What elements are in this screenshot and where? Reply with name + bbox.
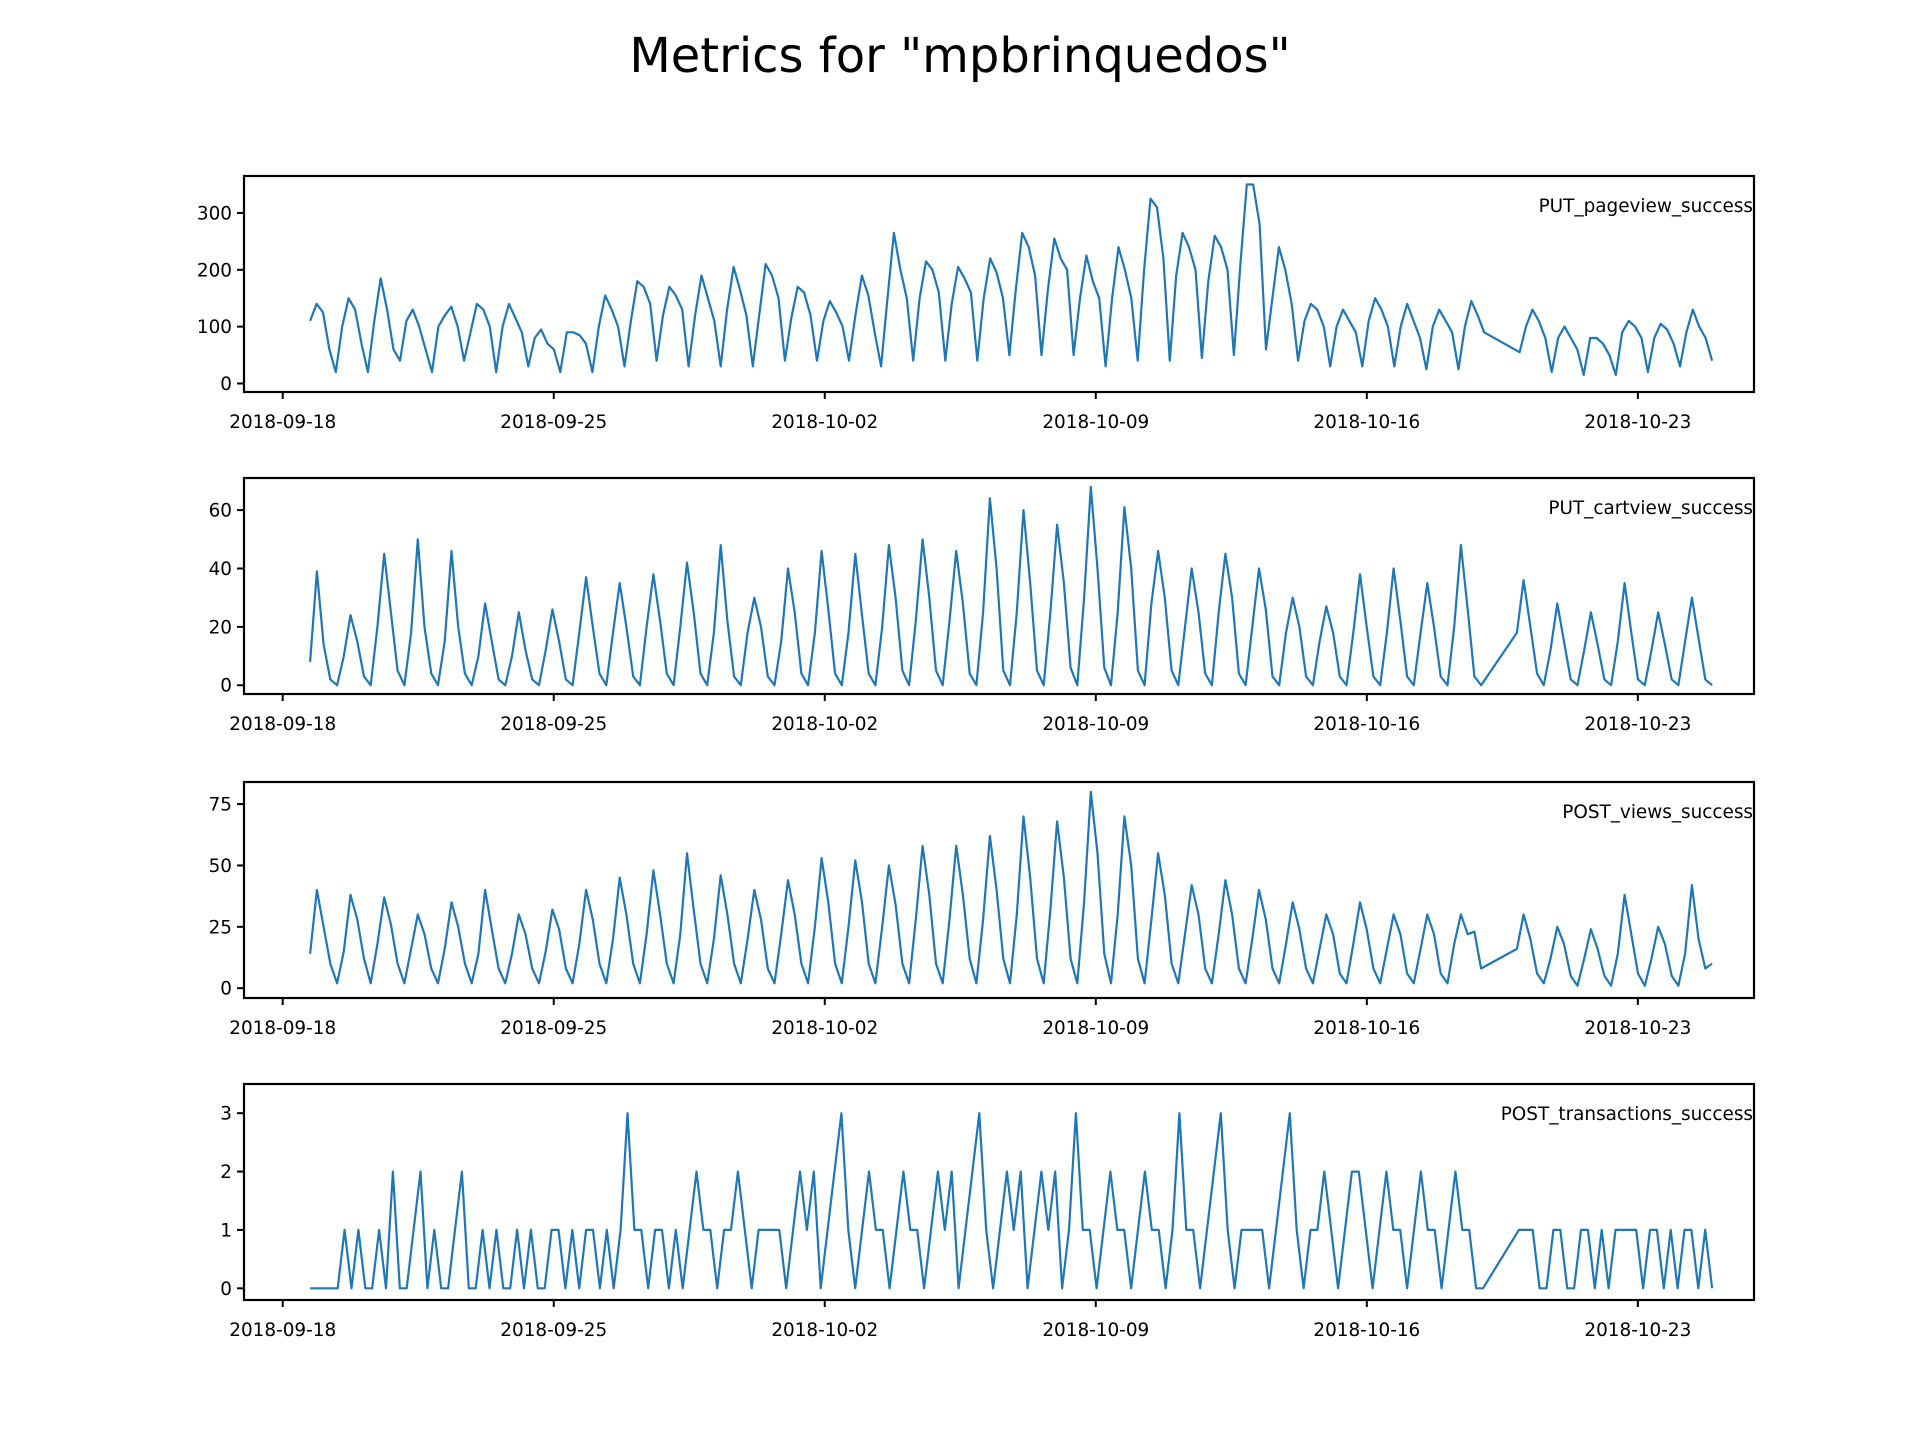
x-tick-label: 2018-09-18 (229, 1320, 336, 1341)
x-tick-label: 2018-09-18 (229, 1018, 336, 1039)
panel-post-views-success: 0 25 50 75 2018-09-18 2018-09-25 2018-10-02 201… (209, 780, 1756, 1039)
panel-post-transactions-success: 0 1 2 3 2018-09-18 2018-09-25 2018-10-02 2018-1… (220, 1082, 1756, 1341)
plot-frame (242, 780, 1756, 1000)
x-tick-label: 2018-10-02 (771, 1320, 878, 1341)
x-tick-label: 2018-10-09 (1042, 412, 1149, 433)
x-tick-label: 2018-10-23 (1584, 412, 1691, 433)
x-tick-label: 2018-09-18 (229, 412, 336, 433)
panel-put-cartview-success: 0 20 40 60 2018-09-18 2018-09-25 2018-10-02 201… (209, 476, 1756, 735)
x-tick-label: 2018-10-16 (1313, 1320, 1420, 1341)
plot-frame (242, 174, 1756, 394)
y-tick-label: 300 (197, 203, 232, 224)
y-tick-label: 0 (220, 374, 232, 395)
panel-label-post-views-success: POST_views_success (1562, 802, 1753, 823)
x-tick-label: 2018-10-02 (771, 1018, 878, 1039)
series-line-post-transactions-success (310, 1112, 1714, 1290)
y-tick-label: 3 (220, 1104, 232, 1125)
panel-put-pageview-success: 0 100 200 300 2018-09-18 2018-09-25 2018-10-02… (197, 174, 1756, 433)
x-tick-label: 2018-10-02 (771, 412, 878, 433)
y-tick-label: 25 (209, 917, 232, 938)
x-tick-label: 2018-09-25 (500, 1320, 607, 1341)
y-tick-label: 75 (209, 795, 232, 816)
series-line-put-cartview-success (309, 485, 1713, 687)
y-tick-label: 0 (220, 979, 232, 1000)
y-tick-label: 0 (220, 1279, 232, 1300)
x-tick-label: 2018-09-25 (500, 1018, 607, 1039)
x-tick-label: 2018-10-23 (1584, 1320, 1691, 1341)
x-tick-label: 2018-10-09 (1042, 714, 1149, 735)
series-line-post-views-success (309, 790, 1713, 987)
y-tick-label: 50 (209, 856, 232, 877)
y-tick-label: 2 (220, 1162, 232, 1183)
y-tick-label: 60 (209, 501, 232, 522)
plot-frame (242, 476, 1756, 696)
x-tick-label: 2018-10-09 (1042, 1018, 1149, 1039)
x-tick-label: 2018-10-23 (1584, 714, 1691, 735)
plot-frame (242, 1082, 1756, 1302)
y-tick-label: 40 (209, 559, 232, 580)
x-tick-label: 2018-10-16 (1313, 714, 1420, 735)
y-tick-label: 0 (220, 676, 232, 697)
panel-label-post-transactions-success: POST_transactions_success (1501, 1104, 1753, 1125)
x-tick-label: 2018-10-16 (1313, 412, 1420, 433)
figure-title: Metrics for "mpbrinquedos" (629, 28, 1290, 84)
x-tick-label: 2018-10-09 (1042, 1320, 1149, 1341)
series-line-put-pageview-success (309, 183, 1714, 376)
panel-label-put-cartview-success: PUT_cartview_success (1548, 498, 1753, 519)
x-tick-label: 2018-09-25 (500, 412, 607, 433)
x-tick-label: 2018-09-18 (229, 714, 336, 735)
x-tick-label: 2018-10-23 (1584, 1018, 1691, 1039)
y-tick-label: 200 (197, 260, 232, 281)
y-tick-label: 1 (220, 1220, 232, 1241)
x-tick-label: 2018-10-16 (1313, 1018, 1420, 1039)
y-tick-label: 100 (197, 317, 232, 338)
x-tick-label: 2018-09-25 (500, 714, 607, 735)
panel-label-put-pageview-success: PUT_pageview_success (1539, 196, 1753, 217)
y-tick-label: 20 (209, 617, 232, 638)
x-tick-label: 2018-10-02 (771, 714, 878, 735)
